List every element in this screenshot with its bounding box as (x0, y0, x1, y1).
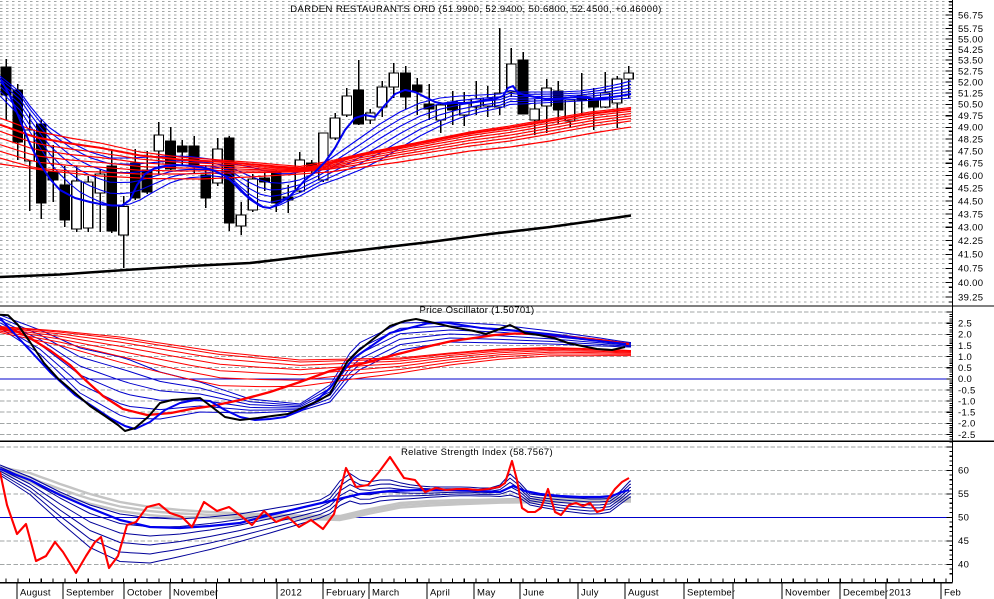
svg-text:55.75: 55.75 (958, 24, 983, 35)
svg-text:September: September (687, 588, 735, 599)
svg-text:55.00: 55.00 (958, 34, 983, 45)
svg-text:45: 45 (958, 536, 969, 547)
svg-text:July: July (581, 588, 599, 599)
svg-text:2013: 2013 (889, 588, 911, 599)
svg-text:47.50: 47.50 (958, 147, 983, 158)
svg-text:-2.5: -2.5 (958, 430, 976, 441)
svg-text:Feb: Feb (944, 588, 961, 599)
svg-text:-0.5: -0.5 (958, 385, 976, 396)
svg-text:55: 55 (958, 489, 969, 500)
svg-text:56.75: 56.75 (958, 10, 983, 21)
svg-text:Relative Strength Index (58.75: Relative Strength Index (58.7567) (401, 447, 553, 458)
svg-text:May: May (477, 588, 496, 599)
svg-text:April: April (430, 588, 450, 599)
svg-text:54.25: 54.25 (958, 45, 983, 56)
svg-text:November: November (785, 588, 830, 599)
svg-text:November: November (173, 588, 218, 599)
svg-text:48.25: 48.25 (958, 135, 983, 146)
svg-text:DARDEN RESTAURANTS ORD (51.990: DARDEN RESTAURANTS ORD (51.9900, 52.9400… (290, 4, 661, 15)
svg-text:February: February (326, 588, 366, 599)
svg-text:45.25: 45.25 (958, 184, 983, 195)
svg-text:August: August (628, 588, 659, 599)
svg-text:August: August (20, 588, 51, 599)
svg-text:40.00: 40.00 (958, 278, 983, 289)
svg-text:60: 60 (958, 466, 969, 477)
svg-text:-2.0: -2.0 (958, 419, 976, 430)
svg-text:52.75: 52.75 (958, 66, 983, 77)
svg-text:50.50: 50.50 (958, 100, 983, 111)
svg-text:September: September (66, 588, 114, 599)
svg-text:40.75: 40.75 (958, 264, 983, 275)
svg-text:October: October (127, 588, 162, 599)
svg-text:51.25: 51.25 (958, 88, 983, 99)
svg-text:39.25: 39.25 (958, 292, 983, 303)
svg-text:43.75: 43.75 (958, 209, 983, 220)
svg-text:2012: 2012 (280, 588, 302, 599)
svg-text:46.00: 46.00 (958, 171, 983, 182)
svg-text:50: 50 (958, 513, 969, 524)
svg-text:52.00: 52.00 (958, 77, 983, 88)
svg-text:49.00: 49.00 (958, 123, 983, 134)
svg-text:53.50: 53.50 (958, 56, 983, 67)
svg-text:2.5: 2.5 (958, 319, 972, 330)
svg-text:June: June (523, 588, 544, 599)
svg-text:0.0: 0.0 (958, 374, 972, 385)
svg-text:46.75: 46.75 (958, 159, 983, 170)
svg-text:40: 40 (958, 560, 969, 571)
svg-text:1.0: 1.0 (958, 352, 972, 363)
svg-text:Price Oscillator (1.50701): Price Oscillator (1.50701) (420, 305, 535, 316)
svg-text:41.50: 41.50 (958, 250, 983, 261)
svg-text:42.25: 42.25 (958, 236, 983, 247)
svg-text:-1.0: -1.0 (958, 396, 976, 407)
svg-text:-1.5: -1.5 (958, 408, 976, 419)
svg-text:43.00: 43.00 (958, 223, 983, 234)
svg-text:December: December (843, 588, 888, 599)
svg-text:1.5: 1.5 (958, 341, 972, 352)
svg-text:0.5: 0.5 (958, 363, 972, 374)
svg-text:March: March (372, 588, 399, 599)
svg-text:2.0: 2.0 (958, 330, 972, 341)
svg-text:44.50: 44.50 (958, 196, 983, 207)
svg-text:49.75: 49.75 (958, 111, 983, 122)
